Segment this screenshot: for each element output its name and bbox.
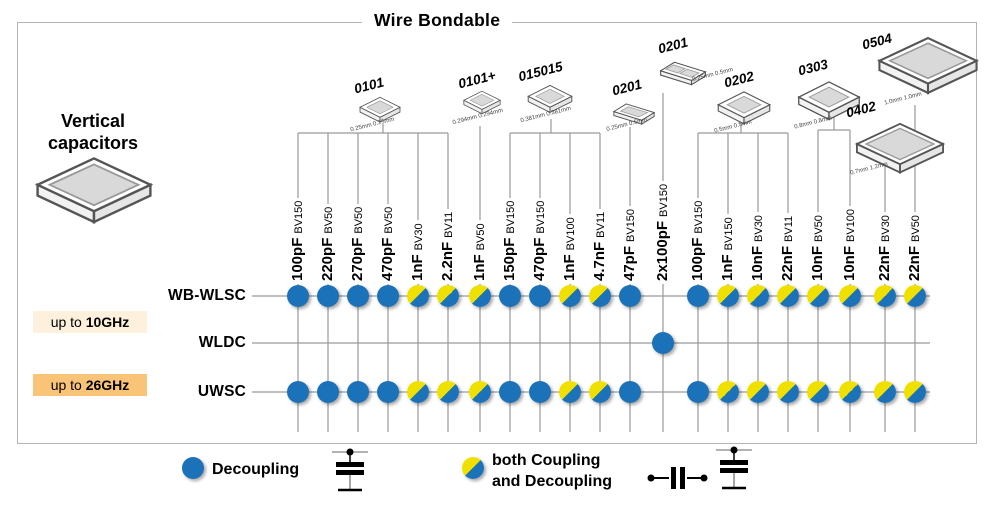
dot-decoupling: [529, 285, 551, 307]
dot-coupling-decoupling: [747, 285, 769, 307]
dot-coupling-decoupling: [777, 285, 799, 307]
column-label-1nF-BV150: 1nFBV150: [719, 214, 736, 284]
legend-both-label: both Coupling and Decoupling: [492, 452, 612, 490]
column-label-470pF-BV50: 470pFBV50: [379, 203, 396, 284]
column-label-10nF-BV100: 10nFBV100: [841, 205, 858, 284]
coupling-decoupling-marker: [462, 457, 484, 479]
dot-coupling-decoupling: [904, 381, 926, 403]
dot-decoupling: [377, 381, 399, 403]
column-label-270pF-BV50: 270pFBV50: [349, 203, 366, 284]
row-label-wb-wlsc: WB-WLSC: [167, 287, 246, 304]
column-label-470pF-BV150: 470pFBV150: [531, 197, 548, 284]
dot-coupling-decoupling: [589, 285, 611, 307]
dot-coupling-decoupling: [807, 381, 829, 403]
column-label-47pF-BV150: 47pFBV150: [621, 205, 638, 284]
dot-decoupling: [317, 285, 339, 307]
column-label-100pF-BV150: 100pFBV150: [289, 197, 306, 284]
row-label-uwsc: UWSC: [197, 383, 246, 400]
dot-decoupling: [619, 285, 641, 307]
column-label-150pF-BV150: 150pFBV150: [501, 197, 518, 284]
shunt-capacitor-icon: [332, 448, 368, 492]
dot-coupling-decoupling: [717, 381, 739, 403]
dot-decoupling: [377, 285, 399, 307]
column-label-220pF-BV50: 220pFBV50: [319, 203, 336, 284]
dot-coupling-decoupling: [559, 285, 581, 307]
column-label-2.2nF-BV11: 2.2nFBV11: [439, 208, 456, 284]
dot-coupling-decoupling: [874, 285, 896, 307]
dot-decoupling: [347, 381, 369, 403]
row-label-wldc: WLDC: [198, 334, 246, 351]
dot-coupling-decoupling: [437, 381, 459, 403]
column-label-10nF-BV30: 10nFBV30: [749, 212, 766, 284]
column-label-4.7nF-BV11: 4.7nFBV11: [591, 208, 608, 284]
dot-coupling-decoupling: [839, 381, 861, 403]
column-label-1nF-BV50: 1nFBV50: [471, 220, 488, 284]
dot-coupling-decoupling: [469, 381, 491, 403]
column-label-22nF-BV30: 22nFBV30: [876, 212, 893, 284]
decoupling-marker: [182, 457, 204, 479]
legend-decoupling-label: Decoupling: [212, 461, 300, 478]
column-label-100pF-BV150: 100pFBV150: [689, 197, 706, 284]
dot-coupling-decoupling: [407, 381, 429, 403]
chip-icon-0504: [876, 36, 980, 98]
dot-coupling-decoupling: [469, 285, 491, 307]
dot-coupling-decoupling: [559, 381, 581, 403]
dot-coupling-decoupling: [839, 285, 861, 307]
dot-decoupling: [652, 332, 674, 354]
dot-decoupling: [317, 381, 339, 403]
column-label-22nF-BV11: 22nFBV11: [779, 212, 796, 284]
dot-decoupling: [499, 381, 521, 403]
dot-decoupling: [687, 381, 709, 403]
series-capacitor-icon: [647, 467, 708, 489]
dot-decoupling: [287, 285, 309, 307]
dot-coupling-decoupling: [904, 285, 926, 307]
dot-coupling-decoupling: [437, 285, 459, 307]
dot-coupling-decoupling: [807, 285, 829, 307]
vertical-capacitor-icon: [34, 156, 154, 228]
shunt-capacitor-icon: [716, 446, 752, 490]
freq-badge-26ghz: up to 26GHz: [33, 374, 147, 396]
dot-decoupling: [529, 381, 551, 403]
dot-coupling-decoupling: [747, 381, 769, 403]
column-label-10nF-BV50: 10nFBV50: [809, 212, 826, 284]
dot-decoupling: [687, 285, 709, 307]
freq-badge-10ghz: up to 10GHz: [33, 311, 147, 333]
dot-coupling-decoupling: [717, 285, 739, 307]
dot-coupling-decoupling: [874, 381, 896, 403]
vertical-capacitors-label: Vertical capacitors: [47, 111, 139, 153]
column-label-1nF-BV30: 1nFBV30: [409, 220, 426, 284]
column-label-1nF-BV100: 1nFBV100: [561, 214, 578, 284]
dot-coupling-decoupling: [407, 285, 429, 307]
column-label-2x100pF-BV150: 2x100pFBV150: [654, 180, 671, 284]
dot-decoupling: [619, 381, 641, 403]
diagram-title: Wire Bondable: [362, 10, 513, 31]
dot-coupling-decoupling: [589, 381, 611, 403]
dot-decoupling: [347, 285, 369, 307]
column-label-22nF-BV50: 22nFBV50: [906, 212, 923, 284]
dot-decoupling: [287, 381, 309, 403]
dot-coupling-decoupling: [777, 381, 799, 403]
dot-decoupling: [499, 285, 521, 307]
